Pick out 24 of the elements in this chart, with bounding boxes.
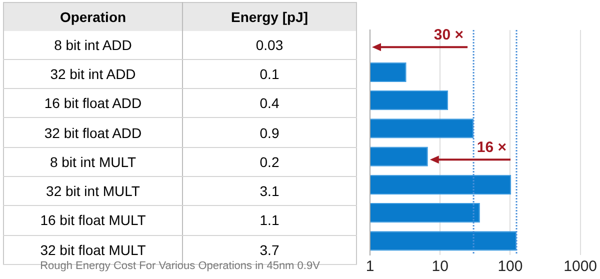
table-header: Operation Energy [pJ] [4, 2, 356, 30]
data-label: 0.03 [182, 30, 356, 60]
x-tick-label: 10 [432, 258, 448, 276]
category-label: 16 bit float MULT [4, 206, 182, 236]
data-label: 3.1 [182, 176, 356, 206]
category-label: 32 bit int ADD [4, 59, 182, 89]
x-tick-label: 1000 [564, 258, 598, 276]
x-tick-label: 100 [498, 258, 523, 276]
data-label: 0.2 [182, 147, 356, 176]
category-label: 16 bit float ADD [4, 88, 182, 118]
category-label: 32 bit float ADD [4, 118, 182, 148]
data-label: 0.9 [182, 118, 356, 148]
text: Rough Energy Cost For Various Operations in 45nm 0.9V [39, 260, 321, 272]
data-label: 0.4 [182, 88, 356, 118]
data-label: 3.7 [260, 242, 280, 258]
data-label: 1.1 [182, 206, 356, 236]
category-label: 32 bit int MULT [4, 176, 182, 206]
annotation: 30 × [434, 26, 464, 44]
data-label: 0.1 [182, 59, 356, 89]
x-tick-label: 1 [366, 258, 374, 276]
category-label: 32 bit float MULT [40, 242, 146, 258]
category-label: 8 bit int ADD [4, 30, 182, 60]
annotation: 16 × [476, 139, 507, 156]
category-label: 8 bit int MULT [4, 147, 182, 176]
